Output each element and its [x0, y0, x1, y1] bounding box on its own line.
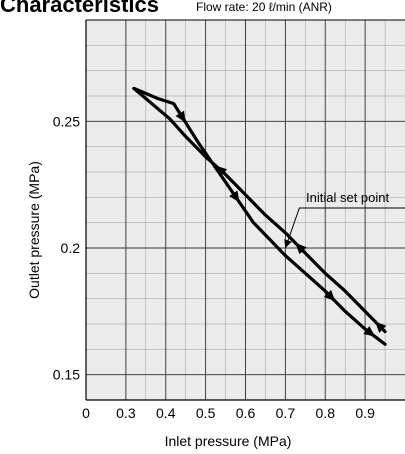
chart-title: Characteristics: [0, 0, 159, 17]
plot-area: 0 0.3 0.4 0.5 0.6 0.7 0.8 0.9 0.15 0.2 0.25 Initial…: [53, 19, 405, 421]
x-tick-label: 0.7: [276, 405, 296, 421]
y-tick-label: 0.2: [61, 240, 81, 256]
direction-arrow: [175, 110, 186, 123]
direction-arrow: [363, 326, 376, 337]
x-tick-label: 0.3: [116, 405, 136, 421]
x-tick-label: 0.8: [316, 405, 336, 421]
direction-arrow: [295, 242, 307, 255]
x-tick-label: 0.6: [236, 405, 256, 421]
direction-arrow: [215, 165, 228, 177]
x-tick-label: 0.4: [156, 405, 176, 421]
annotation-arrow: [284, 239, 292, 248]
y-tick-label: 0.15: [53, 367, 80, 383]
y-axis-label: Outlet pressure (MPa): [26, 161, 42, 299]
direction-arrow: [323, 289, 336, 302]
annotation-leader: [284, 207, 405, 249]
x-tick-label: 0: [82, 405, 90, 421]
y-tick-label: 0.25: [53, 113, 80, 129]
x-tick-label: 0.9: [355, 405, 375, 421]
x-tick-label: 0.5: [196, 405, 216, 421]
annotation-label: Initial set point: [306, 190, 389, 205]
direction-arrow: [229, 190, 240, 203]
chart-condition-note: Flow rate: 20 ℓ/min (ANR): [196, 0, 332, 14]
series-line: [132, 86, 387, 346]
x-axis-label: Inlet pressure (MPa): [165, 433, 292, 449]
direction-arrow: [375, 321, 387, 333]
